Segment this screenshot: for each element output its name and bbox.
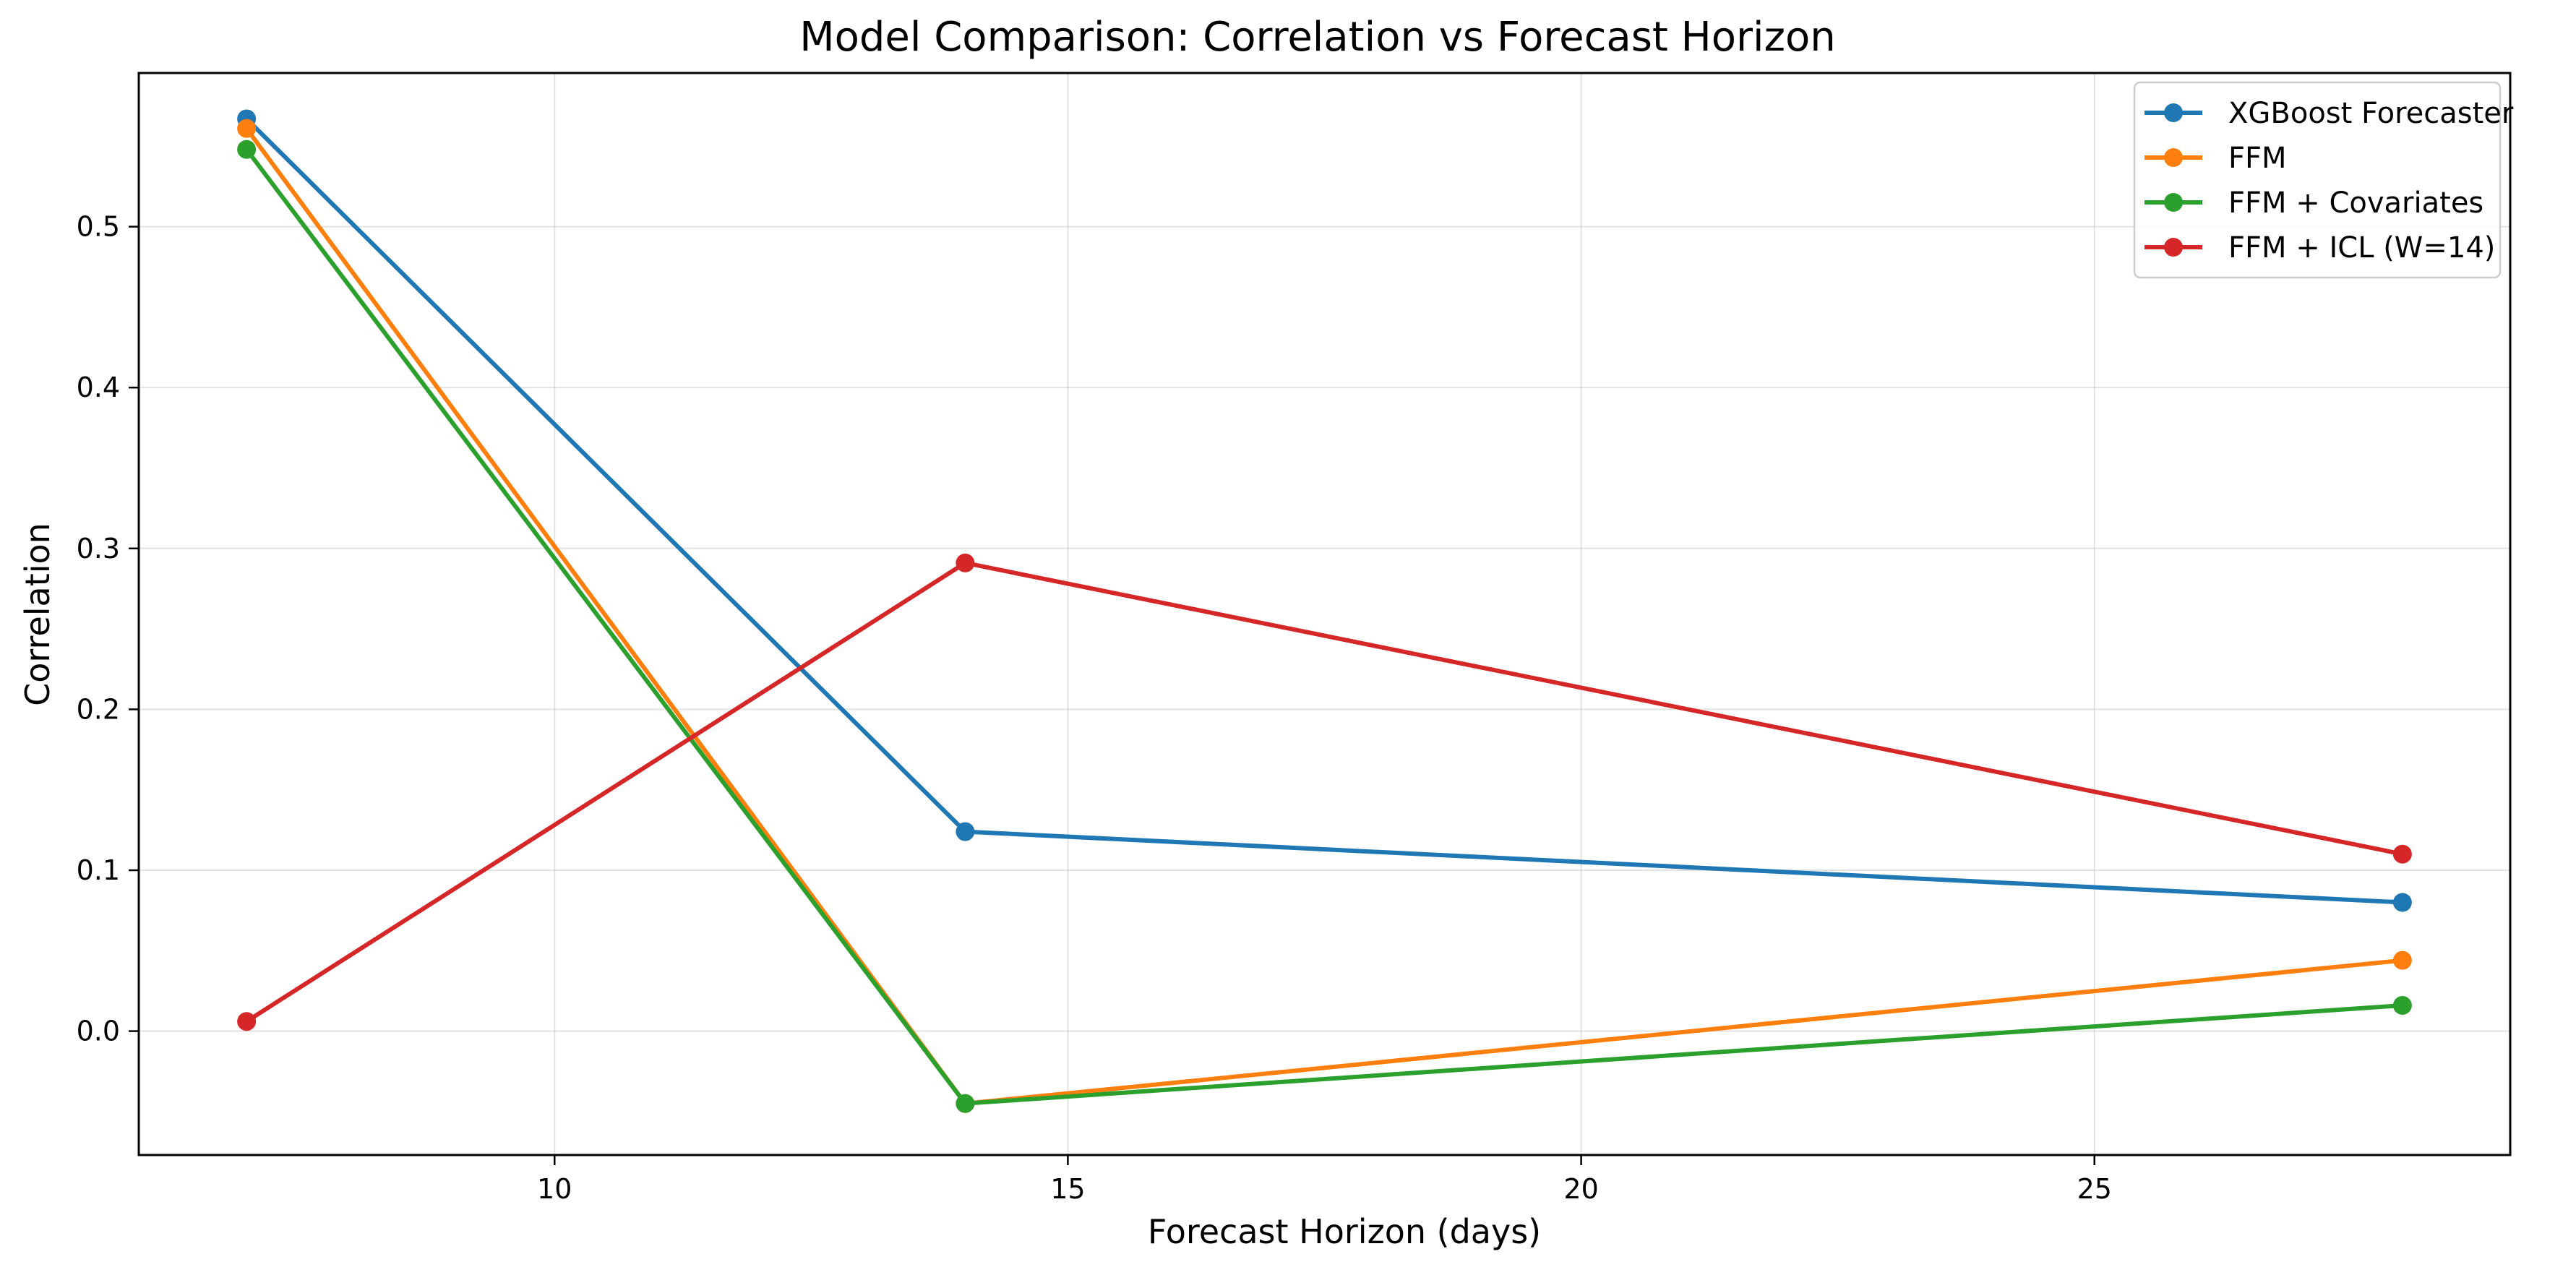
data-point [2392, 893, 2412, 912]
x-tick-label: 25 [2077, 1173, 2112, 1205]
x-tick-label: 20 [1563, 1173, 1598, 1205]
data-point [237, 119, 257, 138]
legend-swatch-marker [2164, 193, 2183, 212]
data-point [2392, 995, 2412, 1015]
legend-entry: FFM [2144, 142, 2287, 175]
legend-label: XGBoost Forecaster [2228, 97, 2514, 130]
y-axis-label: Correlation [18, 523, 57, 706]
data-point [237, 139, 257, 159]
plot-area-frame [137, 72, 2512, 1156]
data-point [956, 822, 975, 841]
data-point [2392, 844, 2412, 864]
series-ffm-icl-w-14 [237, 553, 2412, 1031]
data-point [2392, 950, 2412, 970]
y-tick-label: 0.3 [77, 533, 120, 564]
legend-swatch-marker [2164, 238, 2183, 257]
y-tick-label: 0.2 [77, 693, 120, 725]
legend-entry: FFM + ICL (W=14) [2144, 231, 2495, 265]
series-ffm-covariates [237, 139, 2412, 1113]
x-tick-label: 10 [537, 1173, 572, 1205]
legend-swatch-marker [2164, 148, 2183, 167]
legend: XGBoost Forecaster FFM FFM + Covariates FFM… [2133, 81, 2514, 279]
chart-title: Model Comparison: Correlation vs Forecas… [799, 14, 1835, 61]
data-point [237, 1012, 257, 1031]
legend-entry: XGBoost Forecaster [2144, 97, 2514, 130]
legend-label: FFM + Covariates [2228, 186, 2483, 220]
y-tick-label: 0.4 [77, 372, 120, 403]
y-tick-label: 0.0 [77, 1016, 120, 1047]
x-axis: 10 15 20 25 [537, 1155, 2112, 1205]
y-tick-label: 0.1 [77, 854, 120, 886]
y-axis: 0.0 0.1 0.2 0.3 0.4 0.5 [77, 211, 139, 1047]
legend-label: FFM [2228, 142, 2287, 175]
legend-frame [2133, 81, 2502, 279]
x-tick-label: 15 [1050, 1173, 1085, 1205]
data-point [956, 1094, 975, 1113]
y-tick-label: 0.5 [77, 211, 120, 243]
legend-label: FFM + ICL (W=14) [2228, 231, 2495, 265]
grid-lines [139, 73, 2510, 1155]
series-layer [237, 109, 2412, 1113]
data-point [956, 553, 975, 572]
legend-swatch-marker [2164, 103, 2183, 122]
legend-entry: FFM + Covariates [2144, 186, 2483, 220]
x-axis-label: Forecast Horizon (days) [1148, 1212, 1541, 1251]
